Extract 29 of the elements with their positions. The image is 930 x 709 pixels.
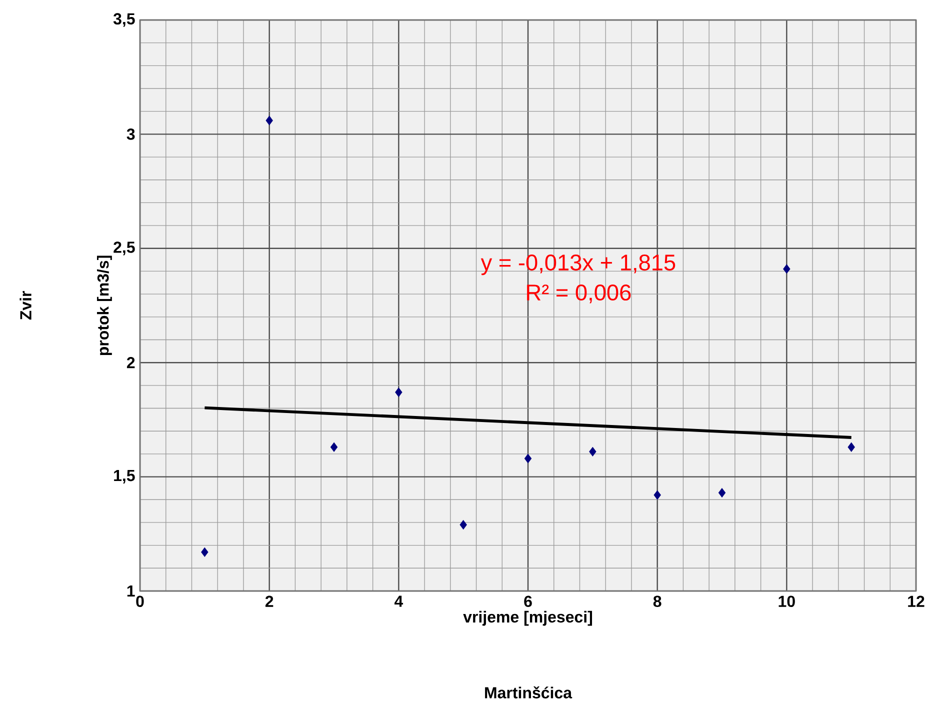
x-tick-label: 4 — [394, 596, 404, 607]
point — [589, 446, 596, 456]
x-tick-label: 12 — [908, 596, 924, 607]
x-tick-label: 2 — [265, 596, 274, 607]
y-tick-label: 3 — [126, 128, 135, 140]
point — [783, 264, 790, 274]
point — [330, 442, 338, 452]
point — [524, 454, 532, 464]
point — [395, 388, 402, 397]
y-axis-title: protok [m3/s] — [96, 256, 112, 356]
point — [266, 116, 273, 126]
y-tick-label: 3,5 — [113, 13, 135, 27]
text: Zvir — [20, 291, 32, 320]
point — [201, 547, 208, 557]
y-tick-label: 1 — [127, 585, 135, 596]
text: Martinšćica — [485, 686, 572, 698]
point — [460, 520, 467, 530]
point — [654, 490, 661, 500]
x-axis-title: vrijeme [mjeseci] — [463, 610, 592, 626]
y-tick-label: 2,5 — [114, 242, 135, 256]
point — [718, 488, 726, 498]
x-tick-label: 0 — [136, 596, 144, 608]
x-tick-label: 10 — [778, 596, 795, 608]
annotation: R² = 0,006 — [527, 284, 631, 304]
x-tick-label: 8 — [653, 596, 662, 608]
point — [848, 442, 855, 452]
y-tick-label: 1,5 — [114, 470, 135, 484]
y-tick-label: 2 — [126, 357, 135, 368]
x-tick-label: 6 — [524, 596, 532, 608]
